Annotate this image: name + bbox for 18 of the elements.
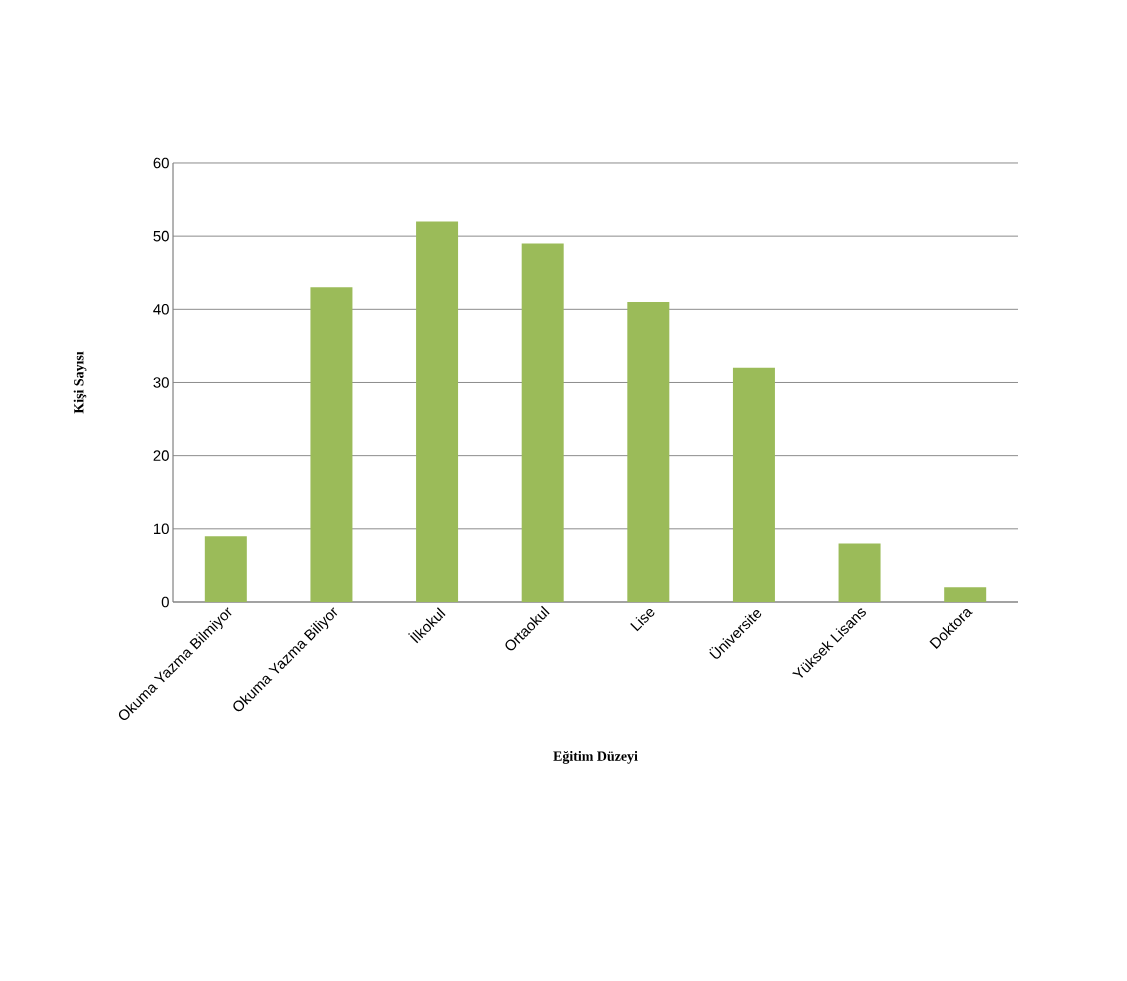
bar xyxy=(732,367,775,602)
y-tick-label: 40 xyxy=(153,304,169,315)
bar xyxy=(204,536,247,602)
y-tick-label: 10 xyxy=(154,523,169,535)
bar xyxy=(310,287,353,602)
y-tick-label: 30 xyxy=(153,377,169,388)
y-axis-title: Kişi Sayısı xyxy=(73,351,87,414)
bar xyxy=(838,543,881,602)
y-tick-label: 0 xyxy=(161,596,169,608)
bar xyxy=(521,243,564,602)
y-tick-label: 20 xyxy=(153,450,169,461)
bar xyxy=(944,587,987,602)
bar xyxy=(627,302,670,602)
x-axis-title: Eğitim Düzeyi xyxy=(553,750,638,764)
y-tick-label: 50 xyxy=(153,230,169,242)
y-tick-label: 60 xyxy=(153,157,169,169)
bar xyxy=(416,221,459,602)
x-tick-label: Lise xyxy=(630,608,655,632)
